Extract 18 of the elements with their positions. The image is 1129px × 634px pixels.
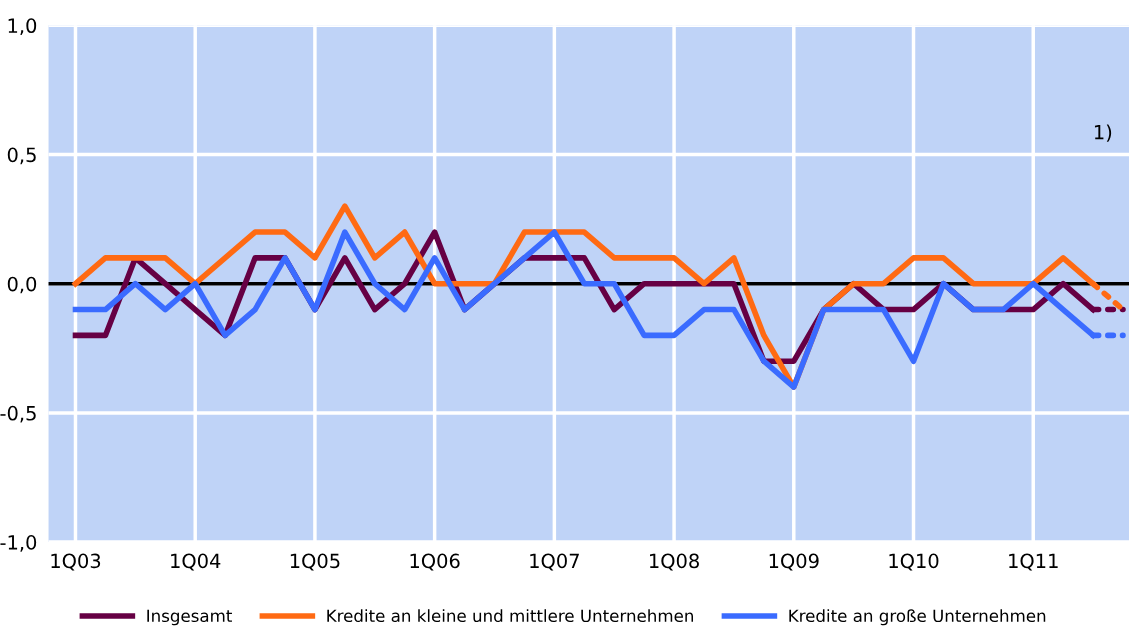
y-tick-label: -0,5	[0, 405, 36, 423]
x-tick-label: 1Q07	[530, 553, 579, 571]
x-tick-label: 1Q10	[889, 553, 939, 571]
x-tick-label: 1Q05	[290, 553, 340, 571]
x-tick-label: 1Q08	[650, 553, 699, 571]
y-tick-label: 0,0	[7, 276, 37, 294]
y-tick-label: -1,0	[0, 535, 37, 552]
x-tick-label: 1Q11	[1009, 553, 1058, 571]
legend-label: Kredite an große Unternehmen	[789, 609, 1046, 626]
x-tick-label: 1Q06	[410, 553, 460, 571]
x-tick-label: 1Q09	[769, 553, 819, 571]
y-tick-label: 0,5	[7, 147, 36, 165]
x-tick-label: 1Q03	[51, 553, 101, 571]
legend-label: Insgesamt	[147, 609, 232, 626]
y-tick-label: 1,0	[8, 18, 37, 36]
annotation: 1)	[1094, 124, 1112, 142]
legend-label: Kredite an kleine und mittlere Unternehmen	[327, 609, 693, 623]
x-tick-label: 1Q04	[171, 553, 221, 571]
